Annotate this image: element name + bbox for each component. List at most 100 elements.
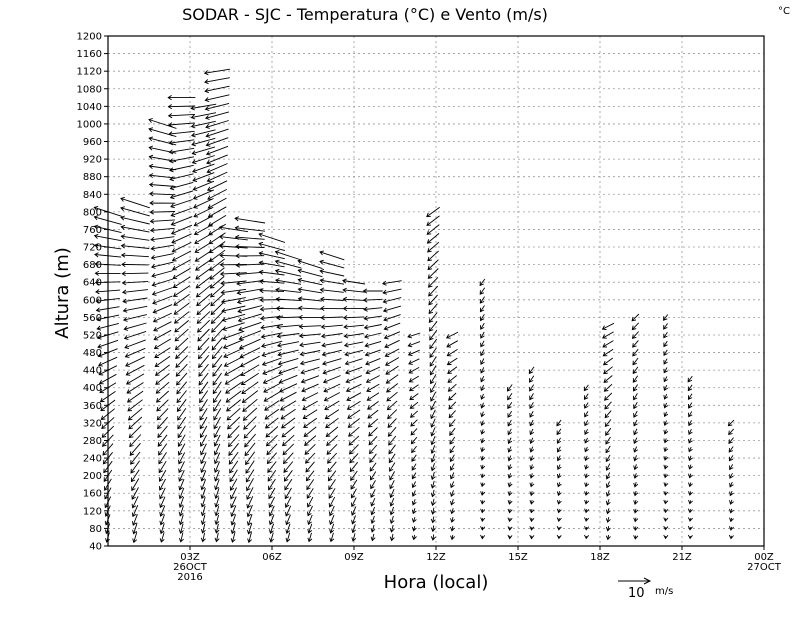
wind-arrow bbox=[328, 488, 336, 499]
wind-arrow bbox=[276, 333, 300, 339]
wind-arrow bbox=[264, 417, 279, 429]
wind-arrow bbox=[264, 408, 280, 420]
wind-arrow bbox=[480, 384, 485, 392]
wind-arrow bbox=[688, 402, 693, 409]
wind-arrow bbox=[428, 321, 438, 332]
wind-arrow bbox=[584, 499, 590, 505]
wind-arrow bbox=[479, 305, 485, 313]
wind-arrow bbox=[584, 464, 589, 470]
wind-arrow bbox=[408, 367, 420, 374]
wind-arrow bbox=[280, 408, 296, 420]
wind-arrow bbox=[130, 460, 140, 474]
wind-arrow bbox=[275, 287, 301, 293]
wind-arrow bbox=[556, 499, 562, 505]
wind-arrow bbox=[370, 533, 376, 542]
wind-arrow bbox=[178, 496, 185, 509]
wind-arrow bbox=[428, 285, 439, 297]
wind-arrow bbox=[368, 444, 378, 455]
wind-arrow bbox=[480, 534, 486, 540]
wind-arrow bbox=[633, 508, 639, 514]
wind-arrow bbox=[128, 416, 143, 430]
wind-arrow bbox=[125, 364, 145, 376]
wind-arrow bbox=[346, 392, 362, 402]
wind-arrow bbox=[131, 514, 138, 526]
wind-arrow bbox=[121, 280, 149, 286]
wind-arrow bbox=[631, 331, 639, 340]
wind-arrow bbox=[688, 411, 693, 418]
wind-arrow bbox=[131, 505, 139, 518]
wind-arrow bbox=[507, 464, 513, 471]
wind-arrow bbox=[383, 314, 401, 322]
wind-arrow bbox=[324, 400, 340, 411]
wind-arrow bbox=[170, 216, 193, 226]
wind-arrow bbox=[529, 410, 534, 418]
wind-arrow bbox=[365, 366, 381, 375]
wind-arrow bbox=[605, 508, 611, 515]
wind-arrow bbox=[633, 473, 639, 479]
wind-arrow bbox=[235, 253, 265, 259]
x-tick-label: 27OCT bbox=[747, 562, 782, 573]
wind-arrow bbox=[154, 355, 171, 367]
wind-arrow bbox=[235, 271, 264, 277]
wind-arrow bbox=[584, 428, 589, 435]
wind-arrow bbox=[385, 374, 399, 384]
wind-arrow bbox=[370, 471, 377, 481]
x-tick-label: 12Z bbox=[426, 552, 446, 563]
wind-arrow bbox=[168, 130, 195, 137]
wind-arrow bbox=[228, 451, 239, 465]
wind-arrow bbox=[131, 496, 139, 509]
wind-arrow bbox=[450, 525, 456, 532]
wind-arrow bbox=[584, 420, 589, 427]
wind-arrow bbox=[430, 480, 436, 489]
wind-arrow bbox=[178, 532, 184, 543]
y-tick-label: 800 bbox=[83, 207, 102, 218]
wind-arrow bbox=[169, 181, 194, 191]
wind-arrow bbox=[605, 427, 612, 436]
wind-arrow bbox=[367, 409, 379, 419]
wind-arrow bbox=[178, 452, 186, 465]
wind-arrow bbox=[191, 137, 216, 147]
wind-arrow bbox=[386, 383, 399, 393]
wind-arrow bbox=[150, 244, 175, 251]
wind-arrow bbox=[120, 234, 150, 241]
wind-arrow bbox=[688, 420, 693, 427]
wind-arrow bbox=[342, 278, 366, 285]
wind-arrow bbox=[663, 517, 669, 522]
wind-arrow bbox=[389, 480, 395, 490]
wind-arrow bbox=[688, 464, 693, 470]
wind-arrow bbox=[221, 322, 245, 332]
wind-arrow bbox=[687, 375, 693, 383]
wind-arrow bbox=[411, 445, 417, 454]
wind-arrow bbox=[633, 455, 638, 462]
wind-arrow bbox=[605, 516, 611, 523]
wind-arrow bbox=[236, 296, 263, 305]
wind-arrow bbox=[556, 446, 562, 453]
wind-arrow bbox=[206, 163, 228, 174]
wind-arrow bbox=[430, 418, 436, 428]
wind-arrow bbox=[687, 525, 693, 531]
wind-arrow bbox=[365, 357, 381, 366]
wind-arrow bbox=[199, 416, 208, 430]
wind-arrow bbox=[168, 147, 195, 155]
wind-arrow bbox=[198, 363, 209, 377]
wind-arrow bbox=[408, 375, 420, 383]
wind-arrow bbox=[178, 523, 184, 535]
wind-arrow bbox=[176, 390, 187, 404]
wind-arrow bbox=[300, 375, 320, 384]
wind-arrow bbox=[351, 524, 357, 534]
wind-arrow bbox=[529, 455, 535, 462]
wind-arrow bbox=[302, 409, 318, 419]
wind-arrow bbox=[204, 102, 230, 112]
wind-arrow bbox=[274, 278, 302, 285]
wind-arrow bbox=[279, 383, 298, 393]
wind-arrow bbox=[169, 164, 194, 173]
x-tick-label: 21Z bbox=[672, 552, 692, 563]
y-tick-label: 1160 bbox=[77, 49, 102, 60]
wind-arrow bbox=[150, 253, 174, 260]
wind-arrow bbox=[190, 120, 216, 129]
wind-arrow bbox=[298, 314, 322, 320]
wind-arrow bbox=[448, 401, 457, 410]
wind-arrow bbox=[386, 391, 398, 402]
wind-arrow bbox=[285, 514, 291, 526]
wind-arrow bbox=[240, 372, 259, 385]
